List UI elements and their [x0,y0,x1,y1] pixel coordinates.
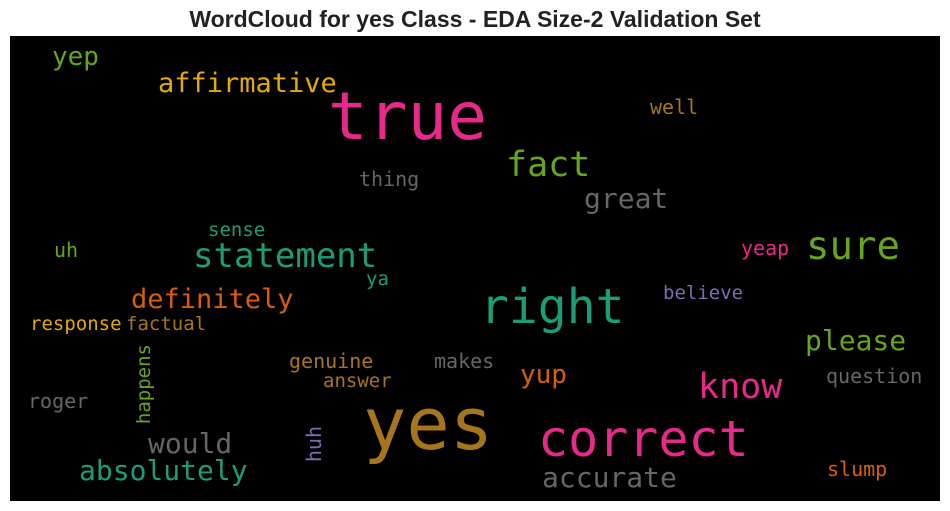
word-would: would [148,427,233,460]
word-please: please [805,324,907,357]
word-answer: answer [323,370,392,392]
word-yep: yep [52,42,99,72]
chart-title: WordCloud for yes Class - EDA Size-2 Val… [189,6,761,32]
word-sense: sense [208,219,266,241]
word-huh: huh [302,426,326,463]
word-ya: ya [366,268,389,290]
word-response: response [30,313,122,335]
word-slump: slump [827,457,888,481]
word-factual: factual [126,313,207,335]
word-makes: makes [434,349,495,373]
word-affirmative: affirmative [158,68,337,99]
word-yup: yup [520,360,567,390]
word-correct: correct [538,410,749,468]
word-question: question [826,364,923,388]
word-yeap: yeap [741,236,790,260]
word-great: great [584,182,669,215]
word-know: know [698,367,783,407]
word-accurate: accurate [542,461,677,494]
word-statement: statement [193,236,378,276]
word-right: right [480,279,625,335]
word-roger: roger [28,389,89,413]
word-happens: happens [133,344,155,425]
word-genuine: genuine [289,349,374,373]
word-cloud: yep affirmative true well fact thing gre… [10,36,940,501]
word-sure: sure [806,224,900,269]
word-true: true [328,78,487,155]
word-absolutely: absolutely [79,454,248,487]
word-well: well [650,95,699,119]
word-believe: believe [663,282,744,304]
word-thing: thing [359,167,420,191]
word-definitely: definitely [131,284,294,315]
word-fact: fact [506,145,591,185]
word-yes: yes [363,382,494,466]
word-uh: uh [54,238,79,262]
